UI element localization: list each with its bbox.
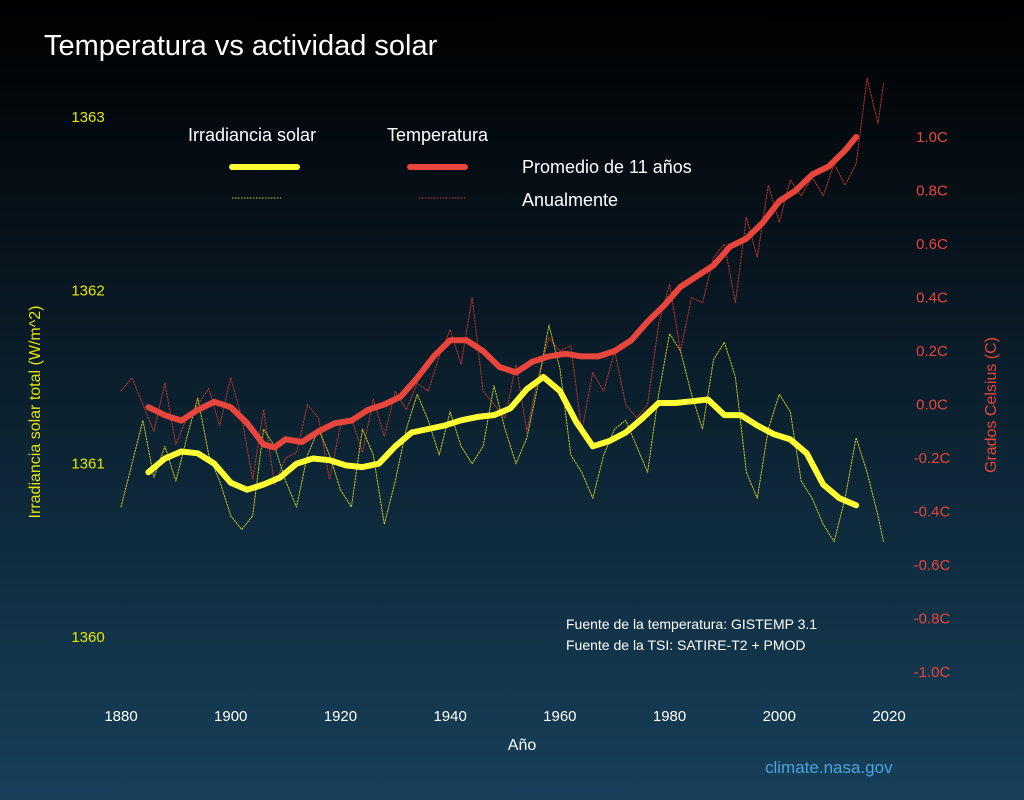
x-tick-label-4: 1960 [543,708,576,725]
right-tick-label-5: 0.0C [916,397,948,414]
x-tick-label-2: 1920 [324,708,357,725]
x-tick-label-1: 1900 [214,708,247,725]
legend-label-average: Promedio de 11 años [522,157,692,177]
plot-area [120,77,884,543]
x-axis-label: Año [508,737,537,754]
series-line-2 [145,374,860,509]
legend-label-annual: Anualmente [522,190,618,210]
series-line-0 [145,134,860,451]
right-tick-label-7: -0.4C [914,504,951,521]
right-tick-label-9: -0.8C [914,611,951,628]
right-tick-label-4: 0.2C [916,343,948,360]
right-tick-label-8: -0.6C [914,557,951,574]
right-axis-label: Grados Celsius (C) [983,337,1000,473]
right-tick-label-3: 0.4C [916,290,948,307]
legend-head-temperature: Temperatura [387,125,489,145]
x-tick-label-3: 1940 [433,708,466,725]
temperature-source-note: Fuente de la temperatura: GISTEMP 3.1 [566,616,817,632]
right-axis-ticks: 1.0C 0.8C 0.6C 0.4C 0.2C 0.0C -0.2C -0.4C -0.6C -… [914,129,951,681]
left-tick-label-3: 1360 [71,629,104,646]
legend: Irradiancia solar Temperatura Promedio d… [188,125,692,210]
x-tick-label-6: 2000 [763,708,796,725]
right-tick-label-1: 0.8C [916,183,948,200]
series-line-1 [120,77,884,486]
left-axis-ticks: 1363 1362 1361 1360 [71,109,104,646]
left-tick-label-2: 1361 [71,456,104,473]
tsi-source-note: Fuente de la TSI: SATIRE-T2 + PMOD [566,637,806,653]
legend-head-solar: Irradiancia solar [188,125,316,145]
x-tick-label-5: 1980 [653,708,686,725]
left-axis-label: Irradiancia solar total (W/m^2) [27,306,44,519]
right-tick-label-0: 1.0C [916,129,948,146]
x-tick-label-7: 2020 [872,708,905,725]
right-tick-label-10: -1.0C [914,664,951,681]
right-tick-label-6: -0.2C [914,450,951,467]
left-tick-label-0: 1363 [71,109,104,126]
right-tick-label-2: 0.6C [916,236,948,253]
x-tick-label-0: 1880 [104,708,137,725]
credit-link[interactable]: climate.nasa.gov [765,758,893,777]
chart-title: Temperatura vs actividad solar [44,30,438,62]
left-tick-label-1: 1362 [71,282,104,299]
series-line-3 [120,324,884,543]
x-axis-ticks: 1880 1900 1920 1940 1960 1980 2000 2020 [104,708,905,725]
